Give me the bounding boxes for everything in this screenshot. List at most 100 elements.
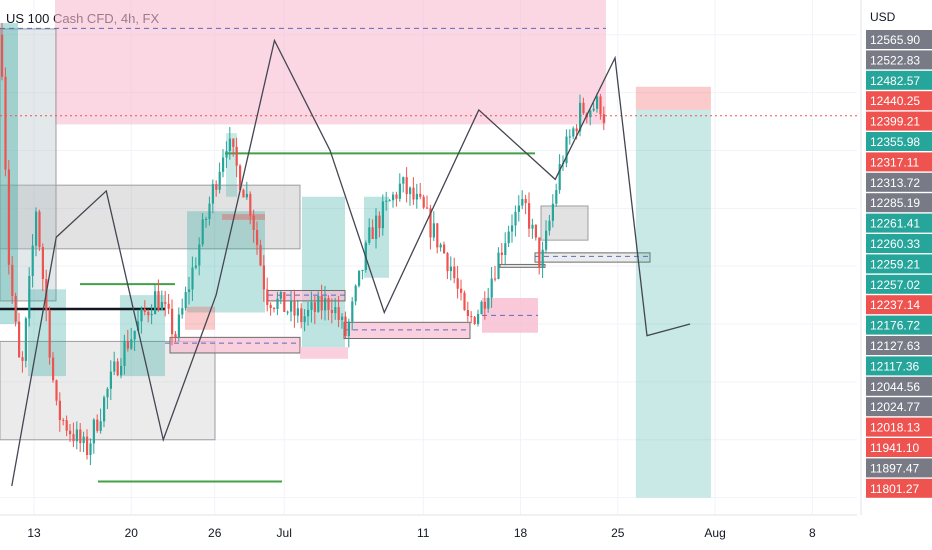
pink-strip-e xyxy=(300,347,348,359)
candle xyxy=(517,205,520,212)
grey-strip-h xyxy=(499,263,546,268)
price-label-bg xyxy=(866,172,932,192)
price-label-text: 12522.83 xyxy=(870,53,920,67)
candle xyxy=(99,421,102,431)
price-label-text: 12399.21 xyxy=(870,115,920,129)
candle xyxy=(225,151,228,158)
candle xyxy=(429,208,432,238)
time-tick: 20 xyxy=(125,526,139,540)
price-label-text: 12313.72 xyxy=(870,176,920,190)
candle xyxy=(48,310,51,358)
candle xyxy=(72,434,75,442)
candle xyxy=(140,308,143,322)
candle xyxy=(133,330,136,340)
price-label: 11801.27 xyxy=(866,478,932,498)
price-label-bg xyxy=(866,254,932,274)
price-label-bg xyxy=(866,356,932,376)
price-label: 11941.10 xyxy=(866,438,932,457)
candle xyxy=(14,295,17,322)
time-tick: 18 xyxy=(514,526,528,540)
candle xyxy=(181,308,184,315)
candle xyxy=(218,171,221,190)
price-label-text: 11801.27 xyxy=(870,482,919,496)
candle xyxy=(126,341,129,349)
candle xyxy=(86,436,89,456)
candle xyxy=(579,102,582,132)
candle xyxy=(283,292,286,312)
candle xyxy=(205,218,208,220)
candle xyxy=(184,291,187,309)
price-label-bg xyxy=(866,438,932,457)
grey-strip-g xyxy=(534,252,651,263)
price-label-text: 12018.13 xyxy=(870,421,920,435)
candle xyxy=(75,429,78,442)
candle xyxy=(120,365,123,376)
candle xyxy=(194,265,197,268)
candle xyxy=(602,114,605,123)
price-label: 12117.36 xyxy=(866,356,932,376)
candle xyxy=(320,295,323,311)
candle xyxy=(208,203,211,219)
candle xyxy=(167,303,170,309)
candle xyxy=(334,307,337,314)
candle xyxy=(480,301,483,314)
price-label-bg xyxy=(866,70,932,90)
candle xyxy=(596,96,599,109)
candle xyxy=(592,108,595,111)
price-label-bg xyxy=(866,274,932,294)
candle xyxy=(551,203,554,221)
candle xyxy=(514,211,517,226)
candle xyxy=(477,313,480,324)
candle xyxy=(35,211,38,246)
candle xyxy=(7,169,10,265)
candle xyxy=(62,420,65,422)
candle xyxy=(143,308,146,312)
price-label-bg xyxy=(866,132,932,151)
candle xyxy=(137,321,140,331)
candle xyxy=(109,371,112,389)
price-label-bg xyxy=(866,336,932,355)
grid xyxy=(0,0,857,515)
candle xyxy=(171,308,174,335)
candle xyxy=(524,198,527,204)
candle xyxy=(378,215,381,229)
candle xyxy=(456,278,459,289)
candle xyxy=(242,189,245,198)
currency-label: USD xyxy=(870,10,896,24)
candle xyxy=(177,314,180,338)
candle xyxy=(398,183,401,199)
price-label-text: 12317.11 xyxy=(870,155,919,169)
price-label-text: 12257.02 xyxy=(870,278,920,292)
price-axis: USD 12565.90 12522.83 12482.57 12440.25 12399… xyxy=(857,0,932,550)
price-label-text: 12237.14 xyxy=(870,298,920,312)
pink-strip-c xyxy=(343,321,471,340)
candle xyxy=(157,291,160,311)
candle xyxy=(528,203,531,229)
price-label: 12127.63 xyxy=(866,336,932,355)
candle xyxy=(368,227,371,243)
candle xyxy=(426,207,429,209)
price-label-bg xyxy=(866,397,932,417)
candle xyxy=(273,307,276,309)
candle xyxy=(565,136,568,164)
price-label-bg xyxy=(866,295,932,315)
price-label-text: 11941.10 xyxy=(870,441,919,455)
price-label-text: 12565.90 xyxy=(870,33,920,47)
candle xyxy=(317,295,320,312)
candle xyxy=(198,244,201,266)
candle xyxy=(432,223,435,238)
price-label: 12018.13 xyxy=(866,417,932,437)
candle xyxy=(106,388,109,398)
candle xyxy=(266,289,269,305)
candle xyxy=(402,177,405,184)
price-label: 12522.83 xyxy=(866,50,932,70)
projection-path xyxy=(11,38,691,487)
candle xyxy=(69,430,72,435)
candle xyxy=(92,419,95,444)
candle xyxy=(511,225,514,232)
candle xyxy=(130,339,133,349)
candle xyxy=(150,314,153,316)
candle xyxy=(18,321,21,358)
candle xyxy=(262,265,265,290)
